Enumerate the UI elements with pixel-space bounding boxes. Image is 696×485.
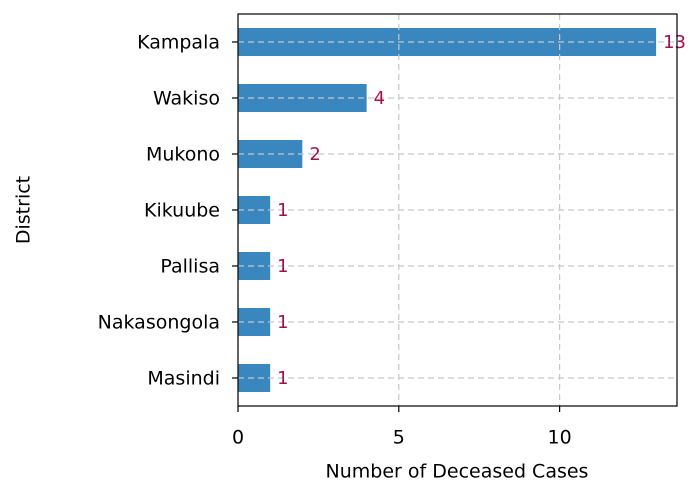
value-label: 1: [277, 256, 288, 277]
y-tick-label: Masindi: [147, 368, 220, 390]
y-tick-label: Wakiso: [153, 88, 220, 110]
y-axis-label: District: [13, 176, 35, 244]
y-tick-label: Nakasongola: [98, 312, 220, 334]
value-label: 4: [374, 88, 385, 109]
y-tick-label: Pallisa: [160, 256, 220, 278]
bar: [238, 28, 657, 56]
x-tick-label: 10: [548, 427, 572, 449]
plot-frame: [237, 13, 678, 407]
value-label: 1: [277, 312, 288, 333]
x-tick-label: 0: [232, 427, 244, 449]
value-label: 13: [663, 32, 686, 53]
y-tick-label: Mukono: [146, 144, 220, 166]
x-tick-label: 5: [393, 427, 405, 449]
value-label: 1: [277, 368, 288, 389]
value-label: 2: [309, 144, 320, 165]
value-label: 1: [277, 200, 288, 221]
x-axis-label: Number of Deceased Cases: [326, 461, 589, 483]
y-tick-label: Kikuube: [144, 200, 220, 222]
y-tick-label: Kampala: [137, 32, 220, 54]
